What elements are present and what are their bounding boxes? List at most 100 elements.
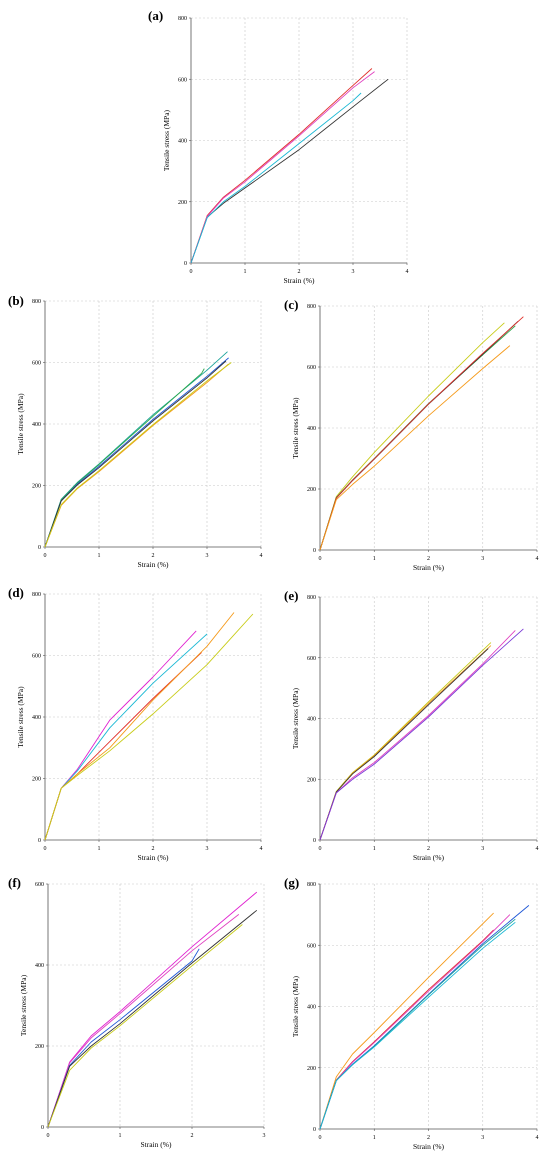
x-tick-label: 0: [190, 269, 193, 275]
x-tick-label: 4: [536, 1135, 539, 1141]
series-line: [319, 316, 524, 551]
x-tick-label: 4: [406, 269, 409, 275]
x-axis-label: Strain (%): [137, 853, 169, 862]
x-tick-label: 3: [352, 269, 355, 275]
y-tick-label: 600: [32, 361, 41, 367]
series-line: [47, 891, 258, 1128]
y-axis-label: Tensile stress (MPa): [162, 109, 171, 171]
y-tick-label: 200: [32, 777, 41, 783]
y-tick-label: 200: [307, 1066, 316, 1072]
x-tick-label: 1: [373, 556, 376, 562]
y-tick-label: 600: [307, 943, 316, 949]
panel-label: (a): [148, 8, 163, 23]
x-axis-label: Strain (%): [137, 560, 169, 569]
y-tick-label: 0: [38, 838, 41, 844]
series-line: [44, 652, 202, 841]
chart-panel: 0 1 2 3 4 0 200 400 600 800 Strain (%) Tensile stre…: [284, 875, 539, 1151]
x-tick-label: 4: [536, 846, 539, 852]
y-tick-label: 200: [307, 487, 316, 493]
series-line: [319, 642, 492, 841]
y-axis-label: Tensile stress (MPa): [19, 974, 28, 1036]
x-tick-label: 3: [481, 556, 484, 562]
y-tick-label: 0: [41, 1125, 44, 1131]
x-tick-label: 1: [119, 1133, 122, 1139]
series-line: [44, 368, 205, 548]
x-tick-label: 2: [427, 846, 430, 852]
panel-label: (e): [284, 588, 298, 603]
x-tick-label: 2: [152, 846, 155, 852]
y-axis-label: Tensile stress (MPa): [291, 687, 300, 749]
y-tick-label: 600: [32, 654, 41, 660]
series-line: [44, 613, 254, 841]
y-tick-label: 800: [307, 304, 316, 310]
x-tick-label: 0: [44, 846, 47, 852]
y-tick-label: 400: [32, 715, 41, 721]
series-line: [319, 648, 489, 841]
panel-label: (b): [8, 293, 24, 308]
x-tick-label: 2: [298, 269, 301, 275]
y-tick-label: 400: [307, 1005, 316, 1011]
y-tick-label: 400: [35, 963, 44, 969]
panel-label: (d): [8, 585, 24, 600]
y-axis-label: Tensile stress (MPa): [291, 397, 300, 459]
x-tick-label: 2: [427, 556, 430, 562]
x-tick-label: 2: [191, 1133, 194, 1139]
y-tick-label: 0: [184, 261, 187, 267]
series-line: [44, 363, 229, 548]
chart-panel: 0 1 2 3 4 0 200 400 600 800 Strain (%) Tensile stre…: [284, 297, 539, 572]
x-tick-label: 4: [260, 553, 263, 559]
y-tick-label: 0: [313, 838, 316, 844]
x-tick-label: 3: [206, 846, 209, 852]
x-axis-label: Strain (%): [413, 1142, 445, 1151]
series-line: [319, 918, 516, 1130]
chart-panel: 0 1 2 3 0 200 400 600 Strain (%) Tensile stress (…: [8, 875, 266, 1149]
y-tick-label: 600: [307, 365, 316, 371]
x-tick-label: 2: [427, 1135, 430, 1141]
series-line: [190, 92, 362, 264]
panel-label: (f): [8, 875, 21, 890]
y-tick-label: 800: [307, 882, 316, 888]
series-line: [47, 924, 243, 1128]
x-tick-label: 0: [319, 556, 322, 562]
x-tick-label: 3: [263, 1133, 266, 1139]
x-tick-label: 0: [47, 1133, 50, 1139]
y-tick-label: 400: [32, 422, 41, 428]
series-line: [47, 909, 258, 1128]
series-line: [319, 325, 516, 551]
series-line: [44, 360, 227, 548]
x-tick-label: 3: [206, 553, 209, 559]
x-axis-label: Strain (%): [283, 276, 315, 285]
y-tick-label: 800: [307, 595, 316, 601]
series-line: [319, 905, 530, 1130]
x-tick-label: 4: [260, 846, 263, 852]
x-tick-label: 1: [373, 846, 376, 852]
x-axis-label: Strain (%): [413, 563, 445, 572]
series-line: [319, 628, 524, 841]
series-line: [319, 345, 511, 551]
y-tick-label: 800: [32, 592, 41, 598]
y-tick-label: 400: [178, 139, 187, 145]
panel-label: (c): [284, 297, 298, 312]
y-tick-label: 0: [313, 548, 316, 554]
series-line: [190, 78, 389, 264]
series-line: [44, 362, 232, 548]
series-line: [44, 351, 228, 548]
series-line: [44, 612, 235, 841]
x-axis-label: Strain (%): [140, 1140, 172, 1149]
chart-panel: 0 1 2 3 4 0 200 400 600 800 Strain (%) Tensile stre…: [284, 588, 539, 862]
series-line: [190, 68, 373, 264]
x-tick-label: 1: [244, 269, 247, 275]
series-line: [319, 912, 494, 1130]
y-axis-label: Tensile stress (MPa): [291, 975, 300, 1037]
y-axis-label: Tensile stress (MPa): [16, 686, 25, 748]
y-tick-label: 200: [35, 1044, 44, 1050]
panel-label: (g): [284, 875, 299, 890]
series-line: [319, 921, 516, 1130]
y-tick-label: 200: [178, 200, 187, 206]
y-axis-label: Tensile stress (MPa): [16, 393, 25, 455]
y-tick-label: 200: [307, 777, 316, 783]
y-tick-label: 0: [38, 545, 41, 551]
x-tick-label: 1: [98, 553, 101, 559]
x-tick-label: 3: [481, 846, 484, 852]
